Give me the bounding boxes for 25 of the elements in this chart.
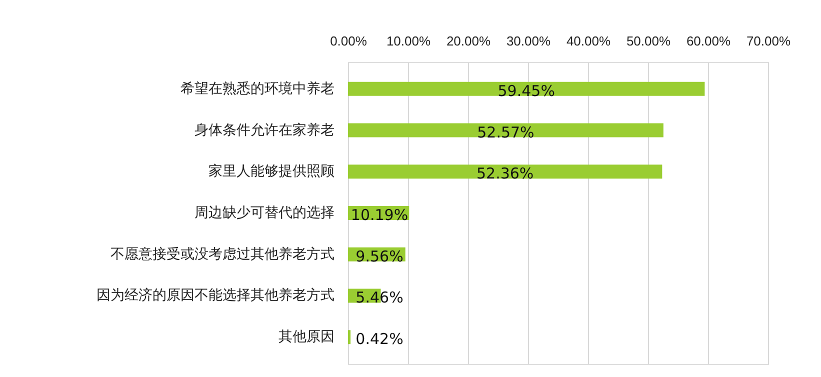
data-label: 52.57% (477, 123, 534, 142)
data-label: 52.36% (476, 164, 534, 183)
x-tick-label: 40.00% (566, 34, 611, 48)
y-tick-label: 身体条件允许在家养老 (194, 122, 334, 138)
data-label: 59.45% (498, 82, 555, 100)
y-tick-label: 不愿意接受或没考虑过其他养老方式 (110, 246, 334, 262)
x-tick-label: 10.00% (386, 34, 431, 48)
x-tick-label: 70.00% (746, 34, 791, 48)
x-tick-label: 60.00% (686, 34, 731, 48)
bar (348, 330, 351, 344)
y-tick-label: 希望在熟悉的环境中养老 (180, 80, 334, 97)
x-tick-label: 20.00% (446, 34, 491, 48)
data-label: 0.42% (356, 330, 404, 348)
bar (348, 82, 705, 96)
y-tick-label: 因为经济的原因不能选择其他养老方式 (96, 288, 334, 304)
data-label: 9.56% (356, 247, 404, 266)
bar (348, 164, 662, 179)
x-tick-label: 30.00% (506, 34, 551, 48)
y-tick-label: 其他原因 (278, 329, 334, 346)
x-tick-label: 0.00% (330, 34, 368, 48)
data-label: 10.19% (350, 206, 408, 224)
y-tick-label: 家里人能够提供照顾 (208, 164, 334, 180)
y-tick-label: 周边缺少可替代的选择 (194, 205, 334, 221)
x-tick-label: 50.00% (626, 34, 671, 48)
bar (348, 123, 664, 138)
